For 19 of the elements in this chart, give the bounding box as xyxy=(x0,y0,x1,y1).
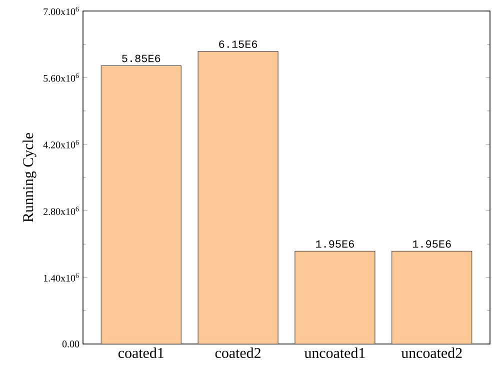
y-tick-label: 4.20x10$^{6}$ xyxy=(43,140,79,148)
data-label: 1.95E6 xyxy=(316,240,354,248)
data-label: 6.15E6 xyxy=(219,40,258,48)
y-axis-title: Running Cycle xyxy=(22,132,36,222)
x-tick-label: uncoated1 xyxy=(304,348,365,358)
x-tick-label: uncoated2 xyxy=(401,348,462,358)
x-tick-label: coated2 xyxy=(215,348,260,358)
y-tick-label: 7.00x10$^{6}$ xyxy=(44,6,79,16)
bar xyxy=(294,251,375,344)
bar xyxy=(198,51,278,344)
data-label: 5.85E6 xyxy=(122,54,160,62)
y-tick-label: 5.60x10$^{6}$ xyxy=(44,73,79,82)
x-tick-label: coated1 xyxy=(118,348,164,358)
bar xyxy=(101,66,182,344)
y-tick-label: 0.00 xyxy=(62,340,80,348)
bar xyxy=(392,250,472,344)
y-tick-label: 1.40x10$^{6}$ xyxy=(44,273,79,282)
data-label: 1.95E6 xyxy=(412,240,451,248)
y-tick-label: 2.80x10$^{6}$ xyxy=(44,206,79,215)
